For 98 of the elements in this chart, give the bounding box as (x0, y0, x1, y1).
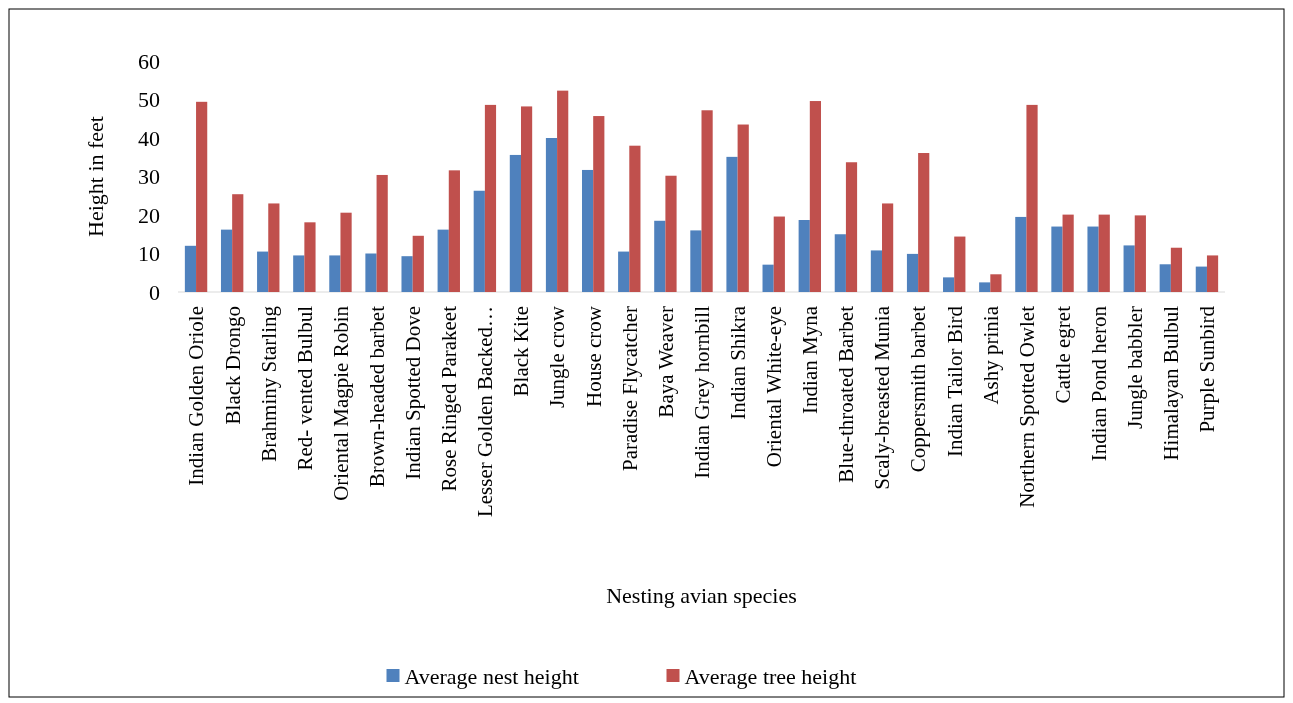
bar (293, 255, 305, 292)
x-tick-label: Indian Shikra (725, 305, 750, 420)
bar (1123, 245, 1135, 292)
bar (593, 116, 605, 292)
bar (1015, 216, 1027, 292)
x-tick-label: Scaly-breasted Munia (870, 305, 895, 490)
x-tick-label: Indian Spotted Dove (401, 306, 426, 480)
x-tick-label: Rose Ringed Parakeet (437, 305, 462, 492)
bar (304, 222, 316, 292)
bar (979, 282, 991, 292)
x-tick-label: Northern Spotted Owlet (1014, 305, 1039, 508)
bar (943, 277, 955, 292)
y-tick-label: 50 (138, 87, 160, 113)
bar (690, 230, 702, 292)
bar (448, 170, 460, 292)
x-tick-label: Lesser Golden Backed… (473, 306, 498, 518)
bar (701, 110, 713, 292)
bar (509, 154, 521, 292)
bar (665, 175, 677, 292)
x-tick-label: Indian Tailor Bird (942, 305, 967, 457)
y-tick-label: 60 (138, 48, 160, 74)
x-tick-label: Red- vented Bulbul (292, 305, 317, 471)
y-axis-title: Height in feet (83, 116, 108, 237)
bar (376, 174, 388, 292)
x-tick-label: Indian Golden Oriole (184, 306, 209, 486)
bar (196, 101, 208, 292)
bar (184, 245, 197, 292)
y-tick-label: 20 (138, 202, 160, 228)
bar (834, 234, 846, 292)
bar (220, 229, 233, 292)
bar (329, 255, 341, 292)
bar (809, 101, 821, 292)
bar (232, 194, 244, 292)
bar (365, 253, 377, 292)
bar (618, 251, 630, 292)
bar (1026, 104, 1038, 292)
bar (990, 274, 1002, 292)
x-tick-label: Coppersmith barbet (906, 305, 931, 473)
bar (918, 153, 930, 292)
bar (268, 203, 280, 292)
bar (654, 220, 666, 292)
bar (412, 235, 424, 292)
x-tick-label: Black Kite (509, 306, 534, 397)
bar (798, 220, 810, 292)
bar (882, 203, 894, 292)
bar (473, 190, 485, 292)
bar (773, 216, 785, 292)
x-tick-label: Purple Sunbird (1195, 305, 1220, 433)
x-tick-label: Blue-throated Barbet (834, 305, 859, 483)
bar (1170, 247, 1183, 292)
x-tick-label: Paradise Flycatcher (617, 306, 642, 472)
bar (1206, 255, 1219, 292)
x-tick-label: Oriental Magpie Robin (328, 305, 353, 501)
x-tick-label: Cattle egret (1050, 305, 1075, 404)
bar (1087, 226, 1099, 292)
bar (557, 90, 569, 292)
legend-label: Average nest height (404, 663, 579, 689)
bar (1098, 214, 1110, 292)
bar (1134, 215, 1146, 292)
bar (520, 106, 533, 292)
bar (737, 124, 749, 292)
bar (1062, 214, 1074, 292)
bar (257, 251, 269, 292)
x-tick-label: Indian Myna (798, 305, 823, 414)
bar (726, 156, 738, 292)
y-tick-label: 10 (138, 241, 160, 267)
bar (1195, 266, 1207, 292)
x-tick-label: Jungle crow (545, 305, 570, 409)
x-tick-label: House crow (581, 305, 606, 407)
x-tick-label: Indian Pond heron (1086, 305, 1111, 462)
x-tick-label: Oriental White-eye (762, 306, 787, 468)
bar (845, 162, 858, 292)
x-tick-label: Brahminy Starling (256, 305, 281, 462)
y-tick-label: 40 (138, 125, 160, 151)
x-tick-label: Baya Weaver (653, 306, 678, 418)
x-tick-label: Brown-headed barbet (364, 305, 389, 488)
bar (1051, 226, 1063, 292)
bar (954, 236, 966, 292)
bar (340, 212, 352, 292)
bar (582, 169, 594, 292)
bar (484, 104, 497, 292)
bar (545, 138, 558, 292)
bar (629, 145, 641, 292)
x-tick-label: Ashy prinia (978, 305, 1003, 405)
x-axis-title: Nesting avian species (606, 583, 797, 608)
bar (762, 264, 774, 292)
x-tick-label: Jungle babbler (1123, 305, 1148, 430)
y-tick-label: 0 (149, 279, 160, 305)
bar (1159, 264, 1171, 292)
bar (437, 229, 449, 292)
bar (870, 250, 883, 292)
legend-label: Average tree height (684, 663, 857, 689)
x-tick-label: Indian Grey hornbill (689, 305, 714, 479)
bar (906, 253, 919, 292)
bar (401, 256, 413, 292)
x-tick-label: Black Drongo (220, 306, 245, 425)
y-tick-label: 30 (138, 164, 160, 190)
x-tick-label: Himalayan Bulbul (1159, 305, 1184, 461)
